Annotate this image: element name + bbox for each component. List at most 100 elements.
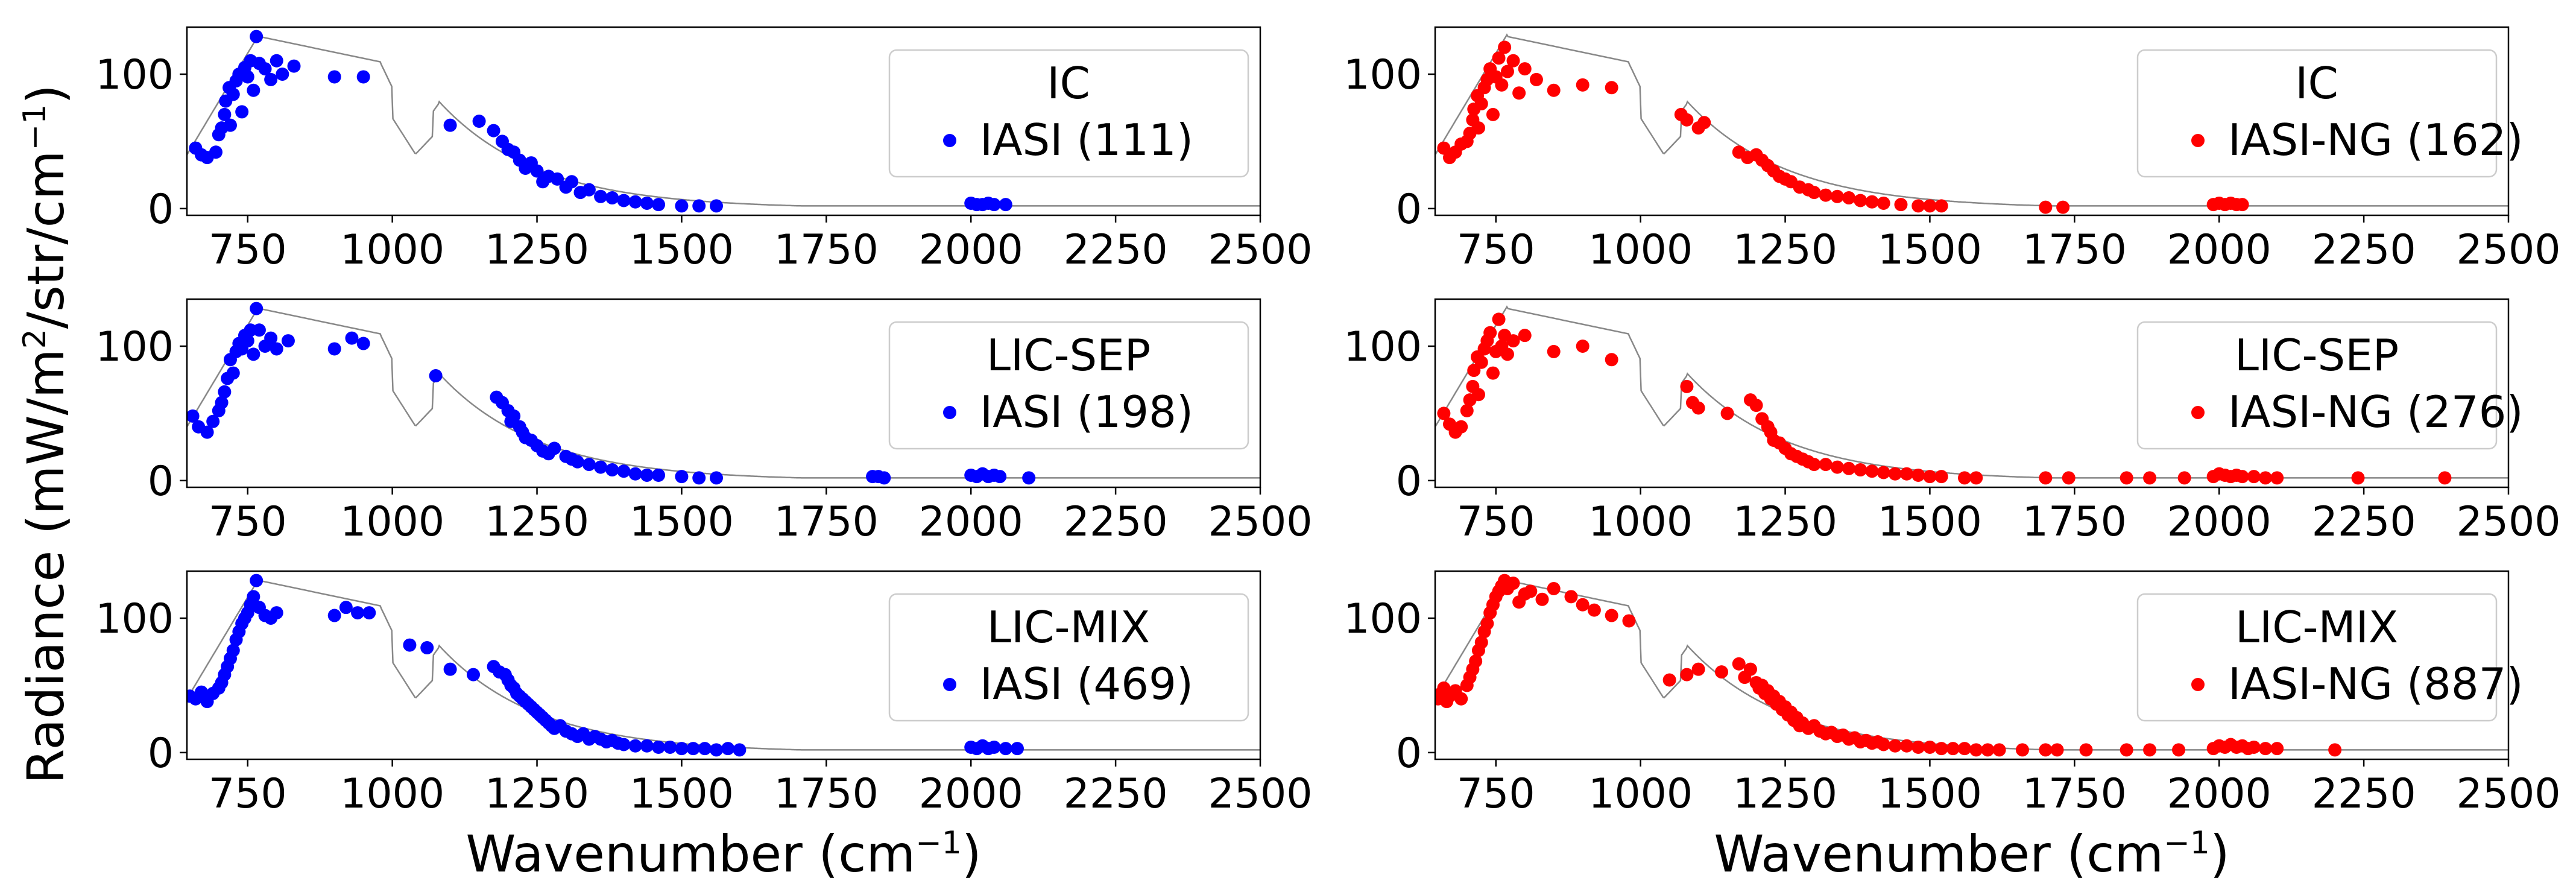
x-tick-label: 2000 — [919, 770, 1023, 818]
data-point — [1437, 406, 1451, 420]
x-tick-label: 2250 — [1064, 770, 1168, 818]
legend-label: IASI (198) — [980, 387, 1193, 437]
data-point — [2039, 200, 2053, 214]
legend-marker — [943, 134, 956, 147]
data-point — [617, 194, 631, 207]
data-point — [652, 740, 666, 754]
data-point — [1992, 743, 2006, 757]
y-tick-label: 0 — [1396, 186, 1422, 233]
data-point — [270, 606, 283, 620]
data-point — [1564, 590, 1578, 604]
data-point — [1923, 470, 1937, 484]
data-point — [1958, 471, 1972, 485]
data-point — [1691, 662, 1705, 676]
data-point — [264, 331, 278, 345]
data-point — [675, 199, 689, 213]
legend-title: LIC-SEP — [987, 330, 1151, 381]
data-point — [640, 196, 654, 210]
data-point — [1969, 743, 1983, 757]
data-point — [1877, 466, 1890, 479]
legend-marker — [943, 406, 956, 419]
x-tick-label: 1000 — [340, 226, 444, 274]
data-point — [1900, 467, 1914, 481]
data-point — [1923, 199, 1937, 213]
data-point — [692, 471, 706, 485]
x-tick-label: 2500 — [2456, 226, 2560, 274]
x-axis-label-right-main: Wavenumber (cm — [1714, 824, 2164, 884]
data-point — [1500, 347, 1514, 361]
data-point — [1469, 654, 1483, 668]
x-tick-label: 1000 — [1588, 498, 1693, 546]
data-point — [1807, 458, 1821, 472]
x-tick-label: 1250 — [1733, 498, 1837, 546]
legend-label: IASI (469) — [980, 659, 1193, 709]
data-point — [466, 668, 480, 682]
data-point — [443, 118, 457, 132]
x-tick-label: 1250 — [485, 498, 589, 546]
x-tick-label: 1500 — [630, 498, 734, 546]
x-tick-label: 1000 — [340, 770, 444, 818]
y-axis-label-sup2: −1 — [17, 104, 53, 151]
panel-iasi-ng-ic: 750 1000 1250 1500 1750 2000 2250 2500 0 100 IC IAS… — [1343, 26, 2561, 274]
legend-marker — [2191, 678, 2205, 691]
data-point — [1743, 662, 1757, 676]
x-tick-label: 750 — [1457, 770, 1535, 818]
data-point — [2270, 742, 2284, 756]
data-point — [1506, 54, 1520, 68]
data-point — [1842, 461, 1856, 475]
data-point — [2120, 471, 2133, 485]
data-point — [548, 441, 561, 455]
x-tick-label: 1500 — [1878, 226, 1982, 274]
x-tick-label: 1500 — [630, 770, 734, 818]
data-point — [993, 470, 1007, 484]
data-point — [1500, 65, 1514, 78]
data-point — [218, 385, 232, 399]
data-point — [1958, 742, 1972, 756]
data-point — [356, 337, 370, 350]
data-point — [617, 464, 631, 478]
data-point — [287, 59, 301, 73]
data-point — [226, 644, 240, 657]
data-point — [2351, 471, 2365, 485]
data-point — [628, 739, 642, 753]
x-axis-label-left-end: ) — [962, 824, 982, 884]
y-tick-label: 0 — [148, 186, 174, 233]
scatter-points — [189, 30, 1012, 213]
data-point — [420, 641, 434, 655]
data-point — [1471, 121, 1485, 135]
y-tick-label: 0 — [1396, 730, 1422, 777]
data-point — [1454, 692, 1468, 706]
data-point — [241, 334, 254, 348]
x-tick-label: 1250 — [485, 770, 589, 818]
data-point — [1518, 62, 1532, 76]
data-point — [1495, 78, 1509, 92]
x-tick-label: 2000 — [2167, 498, 2271, 546]
data-point — [270, 342, 283, 356]
data-point — [1714, 665, 1728, 679]
legend-label: IASI-NG (276) — [2228, 387, 2524, 437]
panel-frame — [1434, 26, 2510, 217]
data-point — [2172, 743, 2186, 757]
data-point — [218, 107, 232, 121]
data-point — [327, 609, 341, 622]
data-point — [2062, 471, 2076, 485]
data-point — [692, 199, 706, 213]
data-point — [2050, 743, 2064, 757]
data-point — [1460, 403, 1474, 417]
x-tick-label: 1000 — [340, 498, 444, 546]
data-point — [250, 574, 264, 587]
x-tick-label: 1250 — [1733, 226, 1837, 274]
legend-marker — [2191, 406, 2205, 419]
panel-frame — [186, 298, 1261, 489]
x-tick-label: 1750 — [774, 770, 879, 818]
x-tick-label: 750 — [209, 226, 287, 274]
data-point — [1576, 78, 1589, 92]
data-point — [2270, 471, 2284, 485]
x-tick-label: 1500 — [630, 226, 734, 274]
data-point — [1547, 581, 1561, 595]
data-point — [628, 467, 642, 481]
legend-box — [2136, 49, 2498, 178]
data-point — [206, 414, 220, 428]
data-point — [356, 70, 370, 84]
